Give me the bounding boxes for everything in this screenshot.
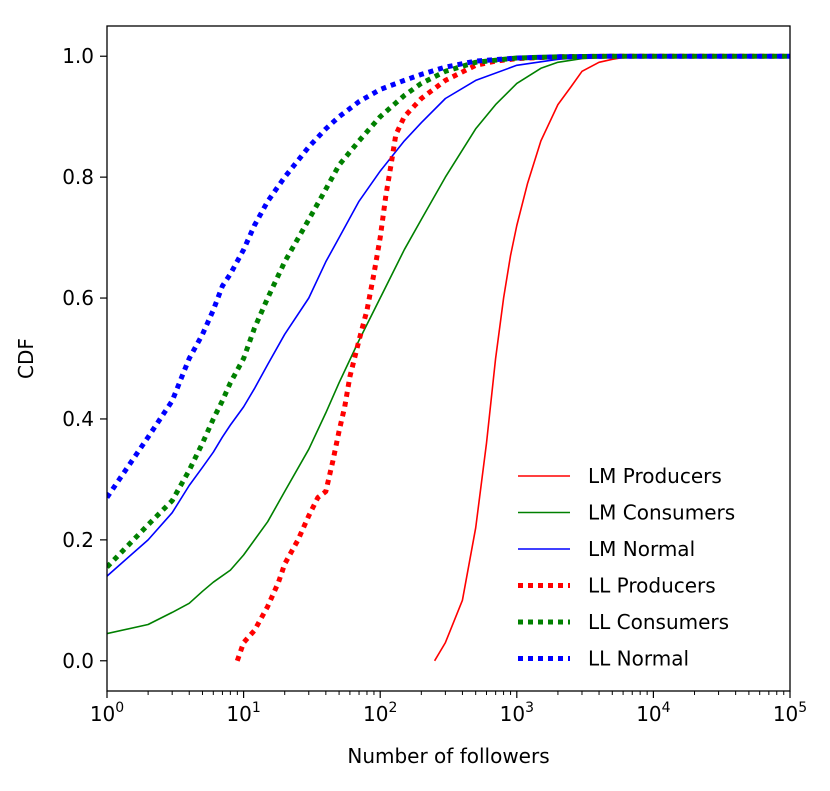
- y-tick-label: 0.0: [62, 649, 94, 673]
- series-line-ll-consumers: [107, 53, 790, 569]
- plot-frame: [106, 25, 791, 692]
- y-tick-label: 1.0: [62, 44, 94, 68]
- series-line-lm-consumers: [107, 55, 790, 635]
- x-tick-label: 101: [226, 700, 260, 726]
- y-tick-label: 0.8: [62, 165, 94, 189]
- y-axis-label: CDF: [14, 338, 38, 379]
- x-tick-label: 103: [500, 700, 534, 726]
- legend-label: LM Normal: [588, 537, 695, 561]
- legend-label: LM Producers: [588, 464, 722, 488]
- legend-label: LL Consumers: [588, 610, 729, 634]
- series-line-lm-normal: [107, 55, 790, 577]
- x-tick-label: 102: [363, 700, 397, 726]
- x-axis-label: Number of followers: [347, 744, 549, 768]
- legend-label: LM Consumers: [588, 501, 735, 525]
- x-tick-label: 100: [90, 700, 124, 726]
- x-tick-label: 105: [773, 700, 807, 726]
- y-tick-label: 0.6: [62, 286, 94, 310]
- plot-area: [107, 26, 790, 691]
- legend-label: LL Producers: [588, 574, 716, 598]
- legend-label: LL Normal: [588, 647, 689, 671]
- legend: LM Producers LM Consumers LM Normal LL Prod…: [518, 464, 735, 671]
- y-tick-label: 0.4: [62, 407, 94, 431]
- x-tick-label: 104: [636, 700, 670, 726]
- series-line-ll-normal: [107, 53, 790, 499]
- y-tick-label: 0.2: [62, 528, 94, 552]
